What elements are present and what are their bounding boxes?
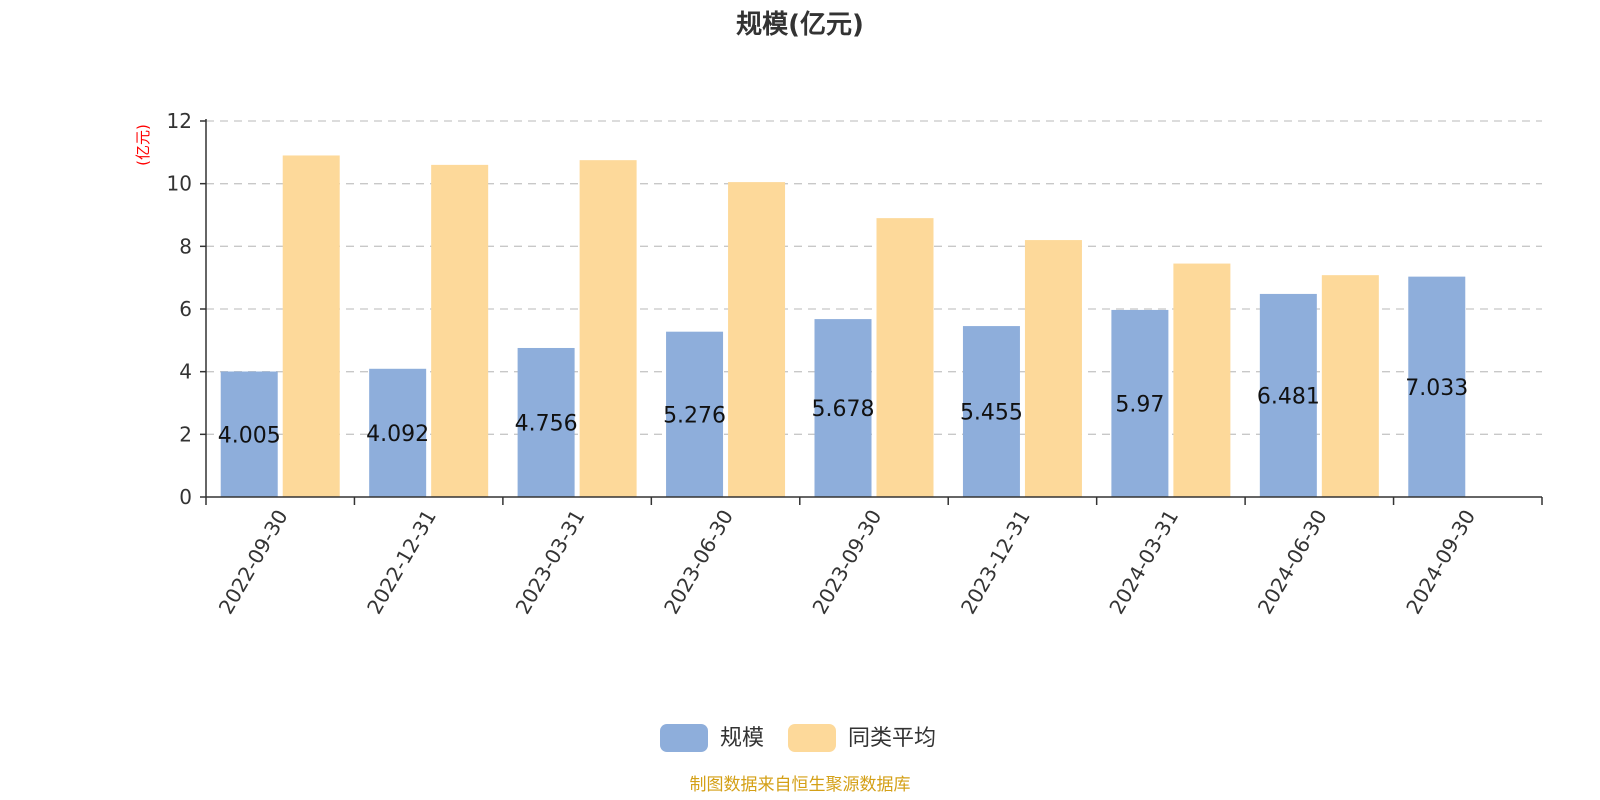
bar-scale [220,371,278,497]
data-label: 5.455 [960,401,1023,426]
data-label: 6.481 [1257,384,1320,409]
data-label: 5.97 [1115,392,1164,417]
bars [220,155,1466,498]
bar-scale [517,347,575,497]
bar-peer-average [1321,275,1379,497]
legend-swatch [660,724,708,752]
data-label: 5.276 [663,403,726,428]
gridlines [206,120,1542,435]
y-tick-label: 4 [179,360,192,384]
data-label: 7.033 [1405,376,1468,401]
legend-label: 同类平均 [848,726,936,751]
legend-label: 规模 [720,726,764,751]
data-label: 4.005 [218,423,281,448]
legend-swatch [788,724,836,752]
chart-title: 规模(亿元) [736,10,864,40]
bar-peer-average [728,182,786,497]
bar-scale [666,331,724,497]
legend-item-peer-average[interactable]: 同类平均 [788,724,936,752]
y-axis: 0 2 4 6 8 10 12 [167,109,207,509]
x-tick-label: 2023-09-30 [807,506,886,619]
bar-peer-average [1024,240,1082,498]
bar-scale [1111,309,1169,497]
y-tick-label: 8 [179,234,192,258]
y-axis-unit-label: (亿元) [134,124,152,166]
x-tick-label: 2022-12-31 [362,506,441,619]
bar-peer-average [282,155,340,497]
x-tick-label: 2024-09-30 [1401,506,1480,619]
x-tick-label: 2024-06-30 [1253,506,1332,619]
bar-scale [962,326,1020,497]
bar-scale [369,368,427,497]
legend-item-scale[interactable]: 规模 [660,724,764,752]
bar-peer-average [1173,263,1231,497]
bar-peer-average [431,164,489,497]
bar-peer-average [579,160,637,497]
x-tick-label: 2023-03-31 [511,506,590,619]
legend[interactable]: 规模 同类平均 [660,724,936,752]
x-tick-label: 2022-09-30 [214,506,293,619]
x-axis: 2022-09-30 2022-12-31 2023-03-31 2023-06-30… [205,496,1543,619]
x-tick-label: 2023-12-31 [956,506,1035,619]
x-tick-label: 2023-06-30 [659,506,738,619]
x-tick-label: 2024-03-31 [1104,506,1183,619]
y-tick-label: 12 [167,109,192,133]
data-label: 4.092 [366,422,429,447]
bar-scale [814,319,872,497]
data-label: 4.756 [515,411,578,436]
y-tick-label: 0 [179,485,192,509]
data-labels: 4.005 4.092 4.756 5.276 5.678 5.455 5.97 6.481 7… [218,376,1469,448]
bar-scale [1408,276,1466,497]
data-label: 5.678 [812,397,875,422]
bar-peer-average [876,218,934,497]
y-tick-label: 2 [179,422,192,446]
y-tick-label: 10 [167,172,192,196]
data-source-note: 制图数据来自恒生聚源数据库 [690,775,911,795]
bar-scale [1259,293,1317,497]
y-tick-label: 6 [179,297,192,321]
